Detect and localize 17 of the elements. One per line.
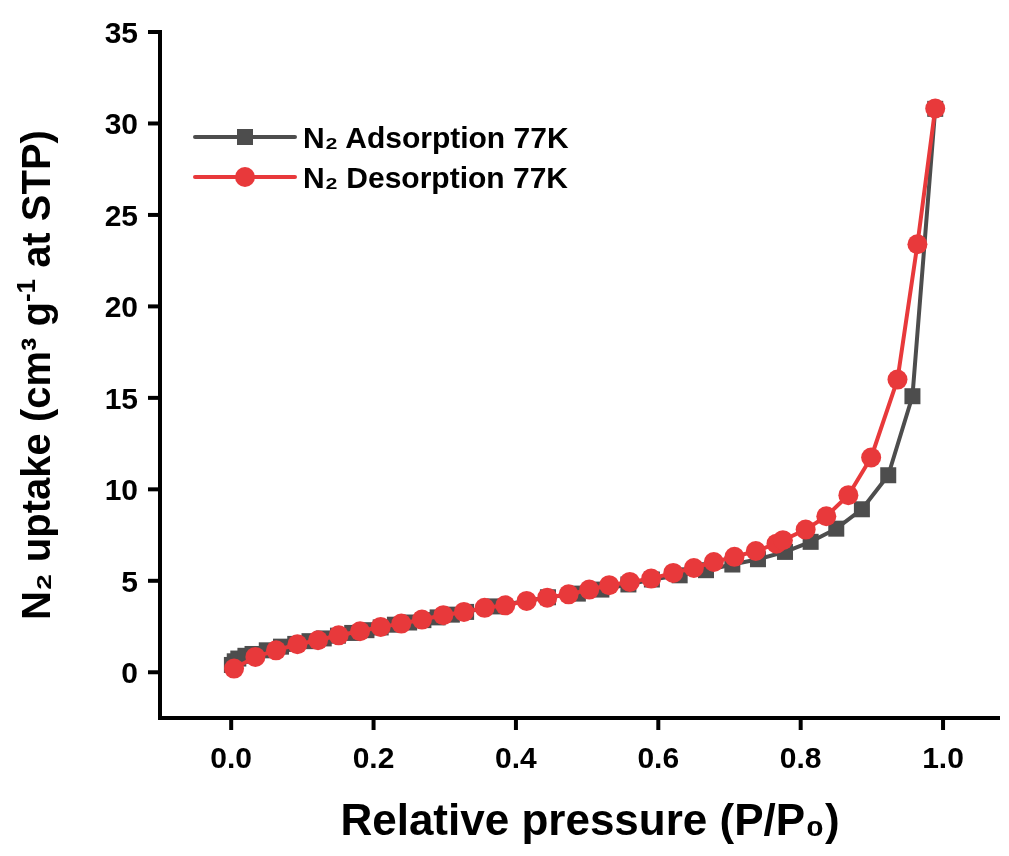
x-tick-label: 0.0 xyxy=(210,741,253,774)
y-tick-label: 25 xyxy=(104,198,138,232)
y-tick-label: 15 xyxy=(104,381,138,415)
legend-label: N₂ Desorption 77K xyxy=(303,161,569,194)
y-tick-label: 30 xyxy=(104,107,138,141)
x-tick-label: 1.0 xyxy=(922,741,964,774)
x-tick-label: 0.6 xyxy=(637,741,680,774)
legend-label: N₂ Adsorption 77K xyxy=(303,121,569,154)
x-tick-label: 0.2 xyxy=(352,741,395,774)
y-tick-label: 5 xyxy=(121,564,138,598)
y-tick-label: 10 xyxy=(104,473,138,507)
y-tick-label: 35 xyxy=(104,16,138,49)
x-tick-label: 0.4 xyxy=(495,741,538,774)
x-axis-title: Relative pressure (P/P₀) xyxy=(340,795,840,844)
y-tick-label: 20 xyxy=(104,290,138,324)
x-tick-label: 0.8 xyxy=(779,741,822,774)
y-tick-label: 0 xyxy=(121,656,138,690)
